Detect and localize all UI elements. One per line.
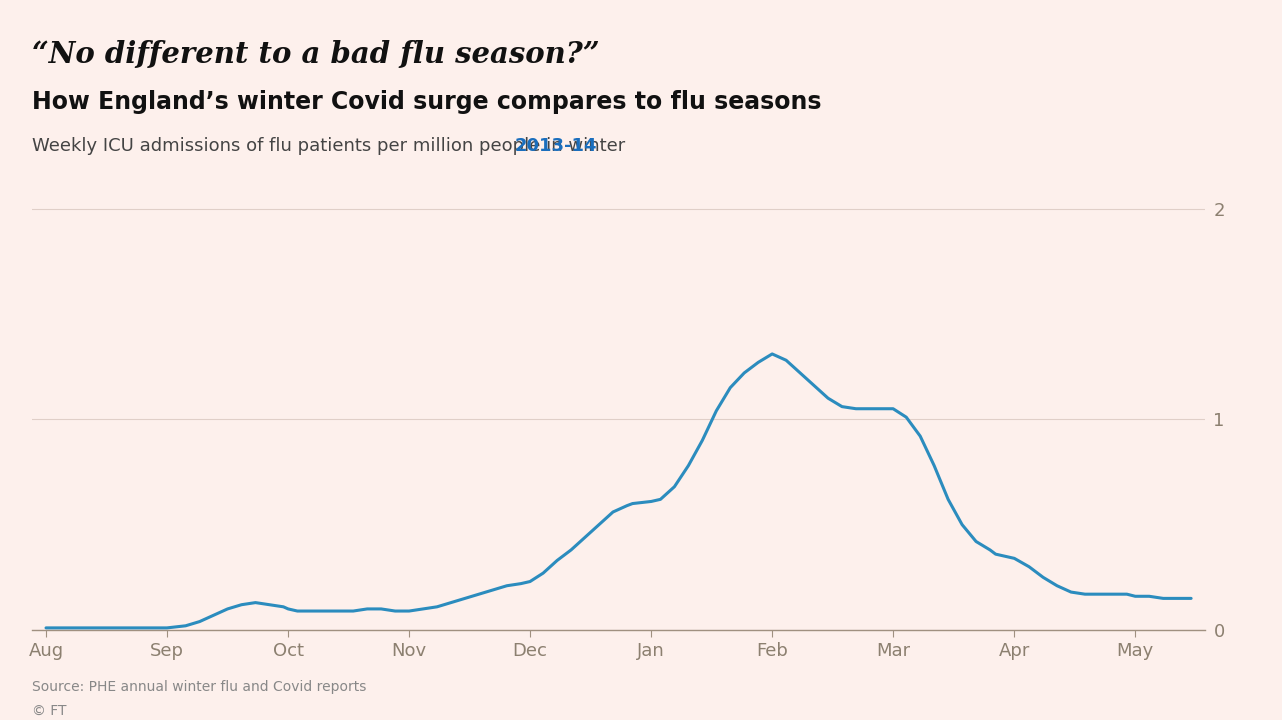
Text: © FT: © FT	[32, 704, 67, 718]
Text: “No different to a bad flu season?”: “No different to a bad flu season?”	[32, 40, 600, 68]
Text: Weekly ICU admissions of flu patients per million people in winter: Weekly ICU admissions of flu patients pe…	[32, 137, 631, 155]
Text: 2013-14: 2013-14	[514, 137, 597, 155]
Text: Source: PHE annual winter flu and Covid reports: Source: PHE annual winter flu and Covid …	[32, 680, 367, 694]
Text: How England’s winter Covid surge compares to flu seasons: How England’s winter Covid surge compare…	[32, 90, 822, 114]
